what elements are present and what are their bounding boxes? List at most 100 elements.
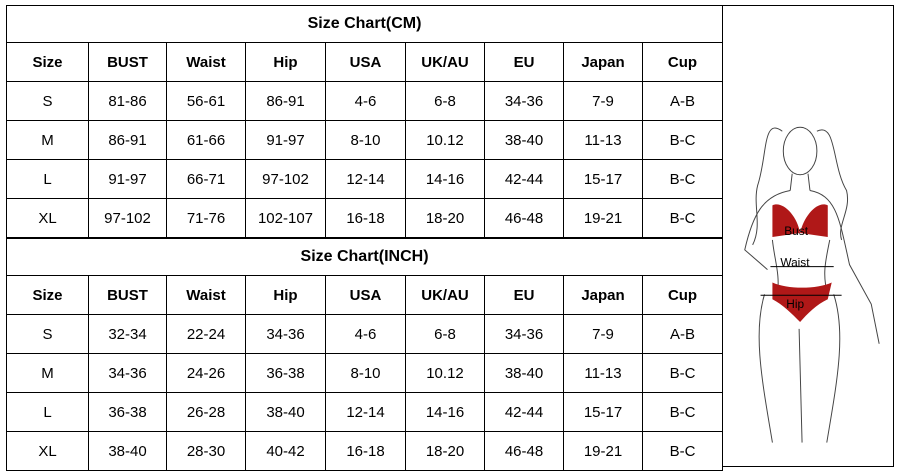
cell: B-C: [641, 120, 724, 160]
cell: 36-38: [245, 353, 326, 393]
cell: 8-10: [325, 353, 406, 393]
header-row: Size BUST Waist Hip USA UK/AU EU Japan Cup: [6, 275, 724, 315]
legs: [758, 294, 841, 443]
cell: 16-18: [325, 431, 406, 471]
cell: 10.12: [405, 120, 485, 160]
table-title: Size Chart(CM): [5, 5, 724, 43]
cell: 38-40: [245, 392, 326, 432]
cell: 28-30: [166, 431, 246, 471]
cell: A-B: [641, 81, 724, 121]
cell: B-C: [641, 392, 724, 432]
cell: L: [6, 159, 89, 199]
data-row: M 34-36 24-26 36-38 8-10 10.12 38-40 11-13 B-C: [6, 353, 724, 393]
cell: L: [6, 392, 89, 432]
header-cell: Size: [6, 275, 89, 315]
cell: 40-42: [245, 431, 326, 471]
cell: 11-13: [563, 120, 643, 160]
cell: 46-48: [484, 198, 564, 238]
header-cell: Cup: [641, 275, 724, 315]
cell: S: [6, 314, 89, 354]
bikini-bottom: [772, 282, 832, 322]
cell: 34-36: [245, 314, 326, 354]
cell: 91-97: [88, 159, 167, 199]
cell: 12-14: [325, 159, 406, 199]
cell: 86-91: [88, 120, 167, 160]
table-title: Size Chart(INCH): [5, 238, 724, 276]
cell: 38-40: [484, 353, 564, 393]
cell: S: [6, 81, 89, 121]
cell: 19-21: [563, 431, 643, 471]
cell: 12-14: [325, 392, 406, 432]
cell: 34-36: [484, 314, 564, 354]
header-cell: Size: [6, 42, 89, 82]
cell: 8-10: [325, 120, 406, 160]
cell: 46-48: [484, 431, 564, 471]
cell: 66-71: [166, 159, 246, 199]
size-tables: Size Chart(CM) Size BUST Waist Hip USA UK/AU EU…: [5, 5, 724, 471]
header-cell: Hip: [245, 42, 326, 82]
header-cell: USA: [325, 42, 406, 82]
cell: 71-76: [166, 198, 246, 238]
cell: B-C: [641, 159, 724, 199]
header-cell: USA: [325, 275, 406, 315]
cell: 38-40: [484, 120, 564, 160]
cell: A-B: [641, 314, 724, 354]
cell: XL: [6, 198, 89, 238]
cell: 102-107: [245, 198, 326, 238]
header-cell: Japan: [563, 42, 643, 82]
cell: 86-91: [245, 81, 326, 121]
cell: 38-40: [88, 431, 167, 471]
header-cell: BUST: [88, 275, 167, 315]
size-table: Size Chart(CM) Size BUST Waist Hip USA UK/AU EU…: [5, 5, 724, 238]
cell: B-C: [641, 198, 724, 238]
cell: M: [6, 353, 89, 393]
header-cell: UK/AU: [405, 275, 485, 315]
cell: 97-102: [245, 159, 326, 199]
cell: 24-26: [166, 353, 246, 393]
bikini-top: [772, 204, 828, 237]
header-row: Size BUST Waist Hip USA UK/AU EU Japan Cup: [6, 42, 724, 82]
cell: 42-44: [484, 159, 564, 199]
cell: M: [6, 120, 89, 160]
cell: B-C: [641, 353, 724, 393]
cell: 15-17: [563, 392, 643, 432]
data-row: S 32-34 22-24 34-36 4-6 6-8 34-36 7-9 A-B: [6, 314, 724, 354]
cell: 97-102: [88, 198, 167, 238]
size-table: Size Chart(INCH) Size BUST Waist Hip USA UK/AU…: [5, 238, 724, 471]
data-row: L 36-38 26-28 38-40 12-14 14-16 42-44 15-17 B-C: [6, 392, 724, 432]
data-row: S 81-86 56-61 86-91 4-6 6-8 34-36 7-9 A-B: [6, 81, 724, 121]
data-row: L 91-97 66-71 97-102 12-14 14-16 42-44 15-17 B-C: [6, 159, 724, 199]
header-cell: EU: [484, 275, 564, 315]
cell: 36-38: [88, 392, 167, 432]
data-row: XL 97-102 71-76 102-107 16-18 18-20 46-48 19-21…: [6, 198, 724, 238]
hip-label: Hip: [786, 297, 804, 311]
neck: [789, 173, 811, 191]
cell: 81-86: [88, 81, 167, 121]
cell: 4-6: [325, 314, 406, 354]
cell: XL: [6, 431, 89, 471]
cell: 26-28: [166, 392, 246, 432]
data-row: M 86-91 61-66 91-97 8-10 10.12 38-40 11-13 B-C: [6, 120, 724, 160]
data-row: XL 38-40 28-30 40-42 16-18 18-20 46-48 19-21 B-C: [6, 431, 724, 471]
cell: 91-97: [245, 120, 326, 160]
header-cell: Hip: [245, 275, 326, 315]
title-row: Size Chart(CM): [5, 5, 724, 43]
header-cell: UK/AU: [405, 42, 485, 82]
cell: 56-61: [166, 81, 246, 121]
cell: 15-17: [563, 159, 643, 199]
waist-label: Waist: [780, 256, 810, 270]
cell: B-C: [641, 431, 724, 471]
cell: 18-20: [405, 431, 485, 471]
arms: [744, 190, 880, 344]
cell: 7-9: [563, 314, 643, 354]
cell: 14-16: [405, 392, 485, 432]
header-cell: BUST: [88, 42, 167, 82]
header-cell: Waist: [166, 42, 246, 82]
cell: 34-36: [484, 81, 564, 121]
figure: Bust Waist Hip: [722, 5, 894, 467]
cell: 32-34: [88, 314, 167, 354]
cell: 4-6: [325, 81, 406, 121]
cell: 19-21: [563, 198, 643, 238]
cell: 14-16: [405, 159, 485, 199]
